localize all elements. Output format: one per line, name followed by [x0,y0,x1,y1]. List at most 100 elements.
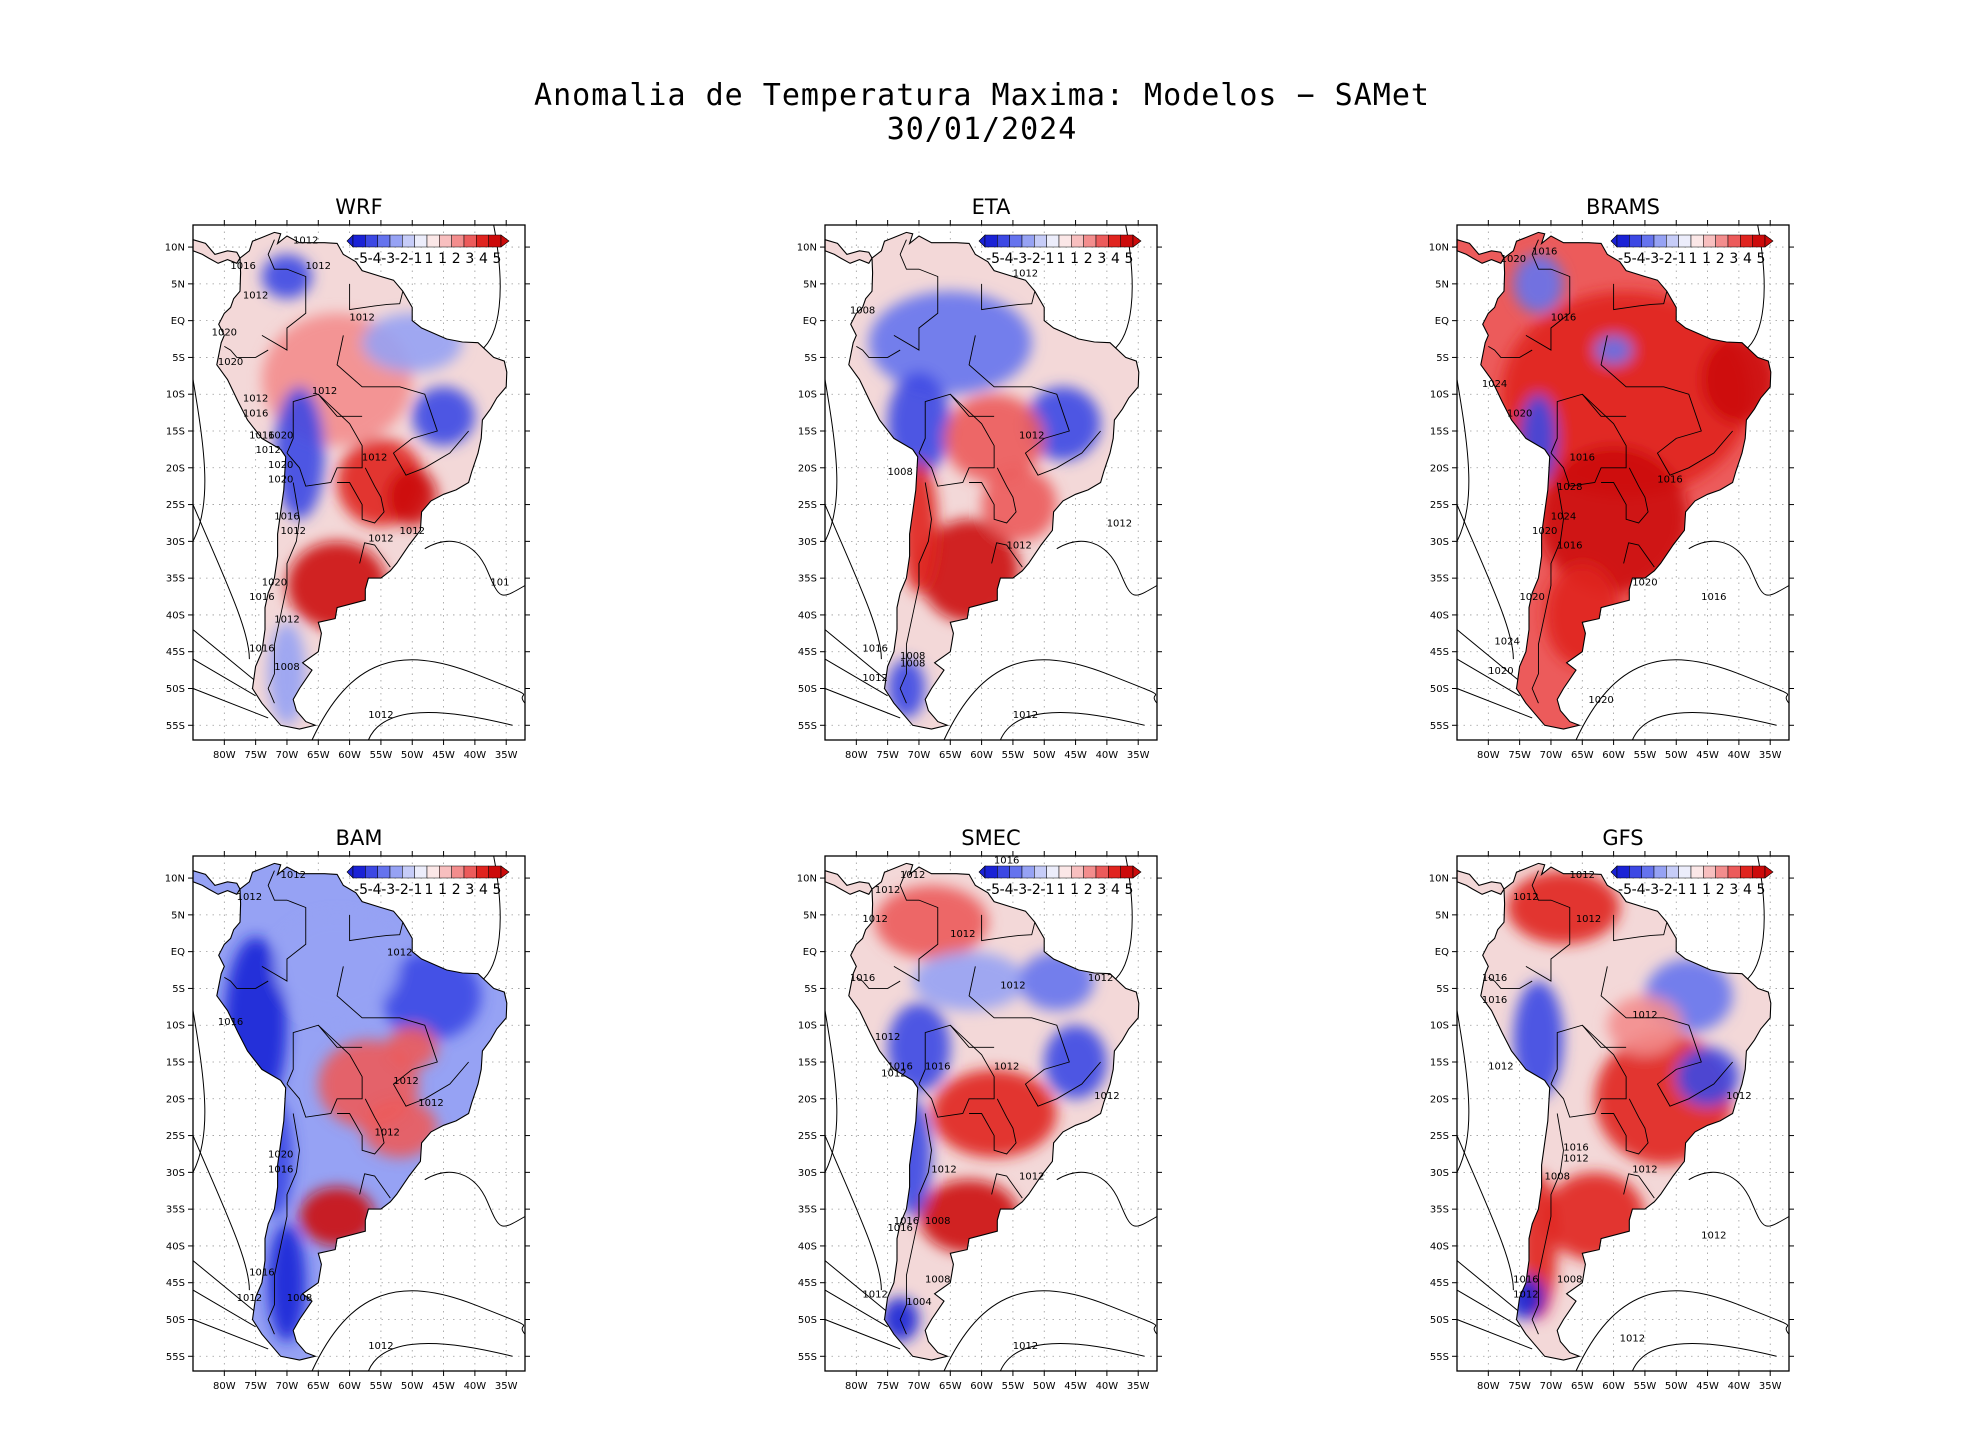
isobar-label: 1012 [1632,1010,1657,1021]
lon-tick-label: 65W [1571,750,1594,761]
lon-tick-label: 55W [370,750,393,761]
central-america-coast [824,238,873,264]
colorbar-swatch [1690,234,1704,248]
colorbar-tick-label: -4 [1632,251,1646,267]
isobar-label: 1012 [1088,973,1113,984]
lon-tick-label: 70W [276,750,299,761]
isobar-label: 101 [490,578,509,589]
colorbar-swatch [1616,234,1630,248]
colorbar-tick-label: 5 [493,251,502,267]
lon-tick-label: 65W [307,750,330,761]
colorbar-swatch [1021,234,1035,248]
colorbar-swatch [1653,865,1667,879]
colorbar-tick-label: 2 [452,251,461,267]
colorbar-swatch [984,865,998,879]
colorbar-tick-label: -4 [1632,882,1646,898]
colorbar-swatch [402,234,415,248]
lat-tick-label: 55S [1430,1352,1449,1363]
colorbar-swatch [1071,234,1084,248]
isobars [824,224,1158,741]
isobar-label: 1012 [280,526,305,537]
colorbar-tick-label: 1 [1702,882,1711,898]
colorbar: -5 -4 -3 -2 -1 1 1 2 3 4 5 [1610,234,1774,267]
lat-tick-label: 40S [1430,1241,1449,1252]
isobar-label: 1008 [900,651,925,662]
colorbar-swatch [1641,234,1655,248]
colorbar-tick-label: 1 [425,251,434,267]
colorbar-swatch [389,865,403,879]
map-panel-eta: 1012100810121008101210121016100810081012… [797,220,1162,761]
isobar-label: 1016 [894,1216,919,1227]
lon-tick-label: 65W [307,1381,330,1392]
colorbar-tick-label: -4 [368,882,382,898]
colorbar-tick-label: -1 [408,251,422,267]
lat-tick-label: 10S [1430,390,1449,401]
lat-tick-label: 10S [798,390,817,401]
lat-tick-label: 10N [797,874,817,885]
axes: 10N 5N EQ 5S 10S 15S 20S 25S 30S 35S 40S 45S 50S 55S 8… [165,220,530,761]
isobar-label: 1012 [1006,541,1031,552]
isobar-label: 1016 [249,430,274,441]
lat-tick-label: 30S [1430,1168,1449,1179]
colorbar-tick-label: 2 [1716,882,1725,898]
colorbar-tick-label: 3 [1729,251,1738,267]
isobar-label: 1012 [1513,892,1538,903]
colorbar-tick-label: -4 [1000,882,1014,898]
lon-tick-label: 70W [1540,750,1563,761]
colorbar-swatch [1095,234,1109,248]
colorbar-swatch [1666,865,1679,879]
colorbar-tick-label: -5 [986,882,1000,898]
colorbar-tick-label: -1 [1040,251,1054,267]
isobar-label: 1020 [1632,578,1657,589]
lat-tick-label: 5N [1435,910,1449,921]
lon-tick-label: 50W [1033,1381,1056,1392]
colorbar-tick-label: -3 [1013,251,1027,267]
lat-tick-label: 35S [798,1205,817,1216]
lat-tick-label: 5S [804,353,817,364]
isobar-label: 1024 [1551,511,1576,522]
coastline [848,231,1140,730]
lat-tick-label: 55S [798,721,817,732]
lat-tick-label: 25S [798,1131,817,1142]
lat-tick-label: 40S [1430,610,1449,621]
map-frame [824,855,1158,1372]
isobar-label: 1012 [1013,269,1038,280]
colorbar-swatch [389,234,403,248]
panel-title-gfs: GFS [1602,826,1644,850]
isobar-label: 1020 [218,357,243,368]
lon-tick-label: 80W [845,1381,868,1392]
map-frame [824,224,1158,741]
colorbar-tick-label: 2 [1084,251,1093,267]
colorbar-swatch [1034,865,1047,879]
lon-tick-label: 40W [464,750,487,761]
lat-tick-label: 20S [1430,463,1449,474]
isobar-label: 1016 [1551,313,1576,324]
colorbar-swatch [1009,234,1023,248]
isobar-label: 1012 [1000,980,1025,991]
colorbar-swatch [1083,865,1097,879]
isobar-label: 1016 [1570,452,1595,463]
colorbar-swatch [1641,865,1655,879]
lat-tick-label: 30S [166,537,185,548]
isobar-label: 1016 [243,408,268,419]
isobar-label: 1012 [1094,1091,1119,1102]
colorbar-swatch [365,234,378,248]
isobar-label: 1028 [1557,482,1582,493]
isobar-label: 1012 [349,313,374,324]
lat-tick-label: 10S [798,1021,817,1032]
colorbar-swatch [1727,234,1741,248]
isobar-label: 1012 [1107,519,1132,530]
colorbar-swatch [463,865,477,879]
colorbar-tick-label: 1 [1057,251,1066,267]
map-frame [192,855,526,1372]
lon-tick-label: 50W [1665,750,1688,761]
isobar-label: 1020 [1488,666,1513,677]
colorbar-tick-label: -5 [354,882,368,898]
colorbar-swatch [426,865,440,879]
country-borders [224,239,469,704]
isobar-label: 1012 [293,235,318,246]
isobar-label: 1020 [212,327,237,338]
lat-tick-label: 40S [166,1241,185,1252]
isobar-label: 1008 [287,1293,312,1304]
lat-tick-label: 35S [166,574,185,585]
